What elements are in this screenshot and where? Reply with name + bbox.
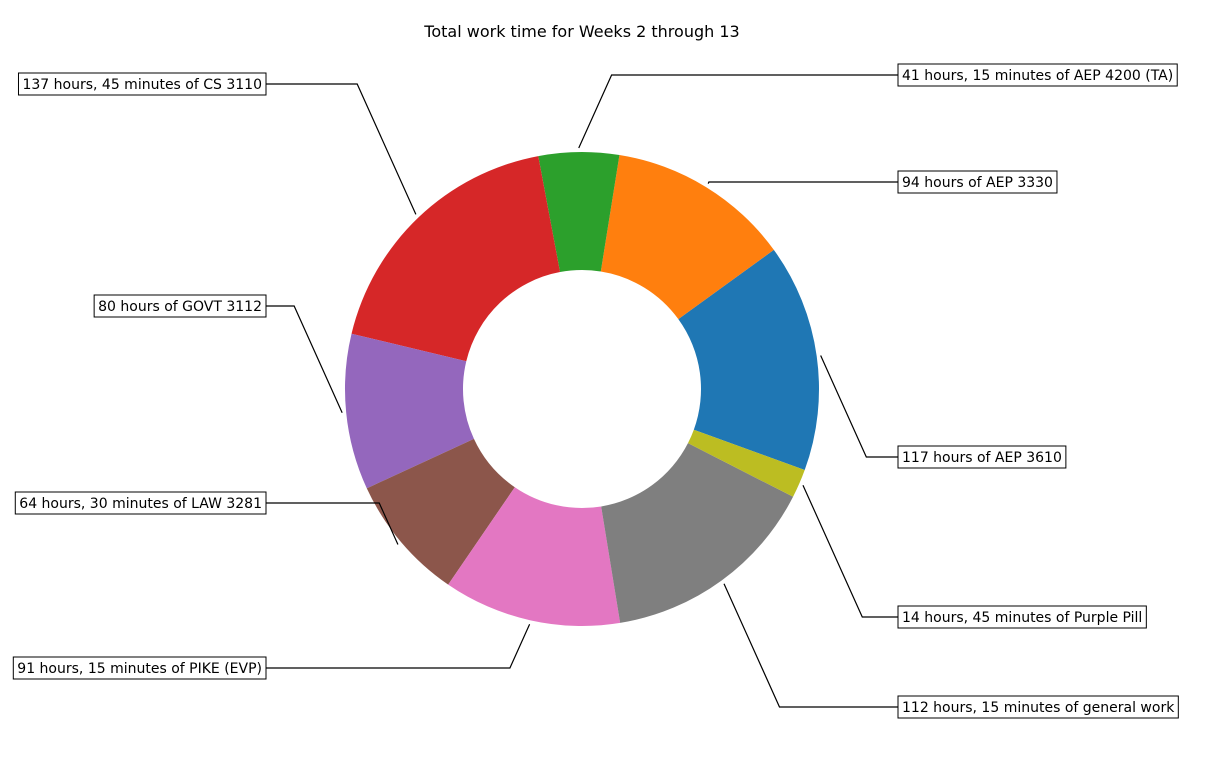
slice-label-text: 41 hours, 15 minutes of AEP 4200 (TA) (902, 68, 1173, 84)
chart-title: Total work time for Weeks 2 through 13 (423, 22, 739, 41)
leader-line (820, 355, 898, 458)
slice-91-hours-15-minutes-of-pike-evp (448, 487, 621, 626)
slice-64-hours-30-minutes-of-law-3281 (366, 438, 515, 585)
slice-label-91-hours-15-minutes-of-pike-evp: 91 hours, 15 minutes of PIKE (EVP) (12, 656, 267, 680)
slice-label-box (93, 294, 267, 318)
leader-line (707, 181, 898, 184)
slice-137-hours-45-minutes-of-cs-3110 (351, 156, 561, 362)
slice-label-text: 137 hours, 45 minutes of CS 3110 (22, 77, 262, 93)
slice-label-94-hours-of-aep-3330: 94 hours of AEP 3330 (897, 170, 1058, 194)
slice-label-box (897, 445, 1067, 469)
leader-line (266, 502, 399, 545)
slice-label-box (897, 170, 1058, 194)
leader-line (266, 623, 531, 669)
slice-label-137-hours-45-minutes-of-cs-3110: 137 hours, 45 minutes of CS 3110 (17, 72, 267, 96)
slice-label-text: 14 hours, 45 minutes of Purple Pill (902, 610, 1142, 626)
slice-label-box (897, 63, 1178, 87)
slice-112-hours-15-minutes-of-general-work (601, 443, 794, 623)
leader-line (578, 74, 898, 149)
slice-label-box (14, 491, 267, 515)
leader-line (802, 484, 898, 618)
slice-label-text: 94 hours of AEP 3330 (902, 175, 1053, 191)
slice-label-box (12, 656, 267, 680)
leader-line (266, 305, 343, 413)
slice-labels: 117 hours of AEP 3610 94 hours of AEP 333… (12, 63, 1179, 719)
donut-slices (345, 152, 819, 626)
slice-label-box (17, 72, 267, 96)
slice-label-box (897, 695, 1179, 719)
slice-label-14-hours-45-minutes-of-purple-pill: 14 hours, 45 minutes of Purple Pill (897, 605, 1147, 629)
slice-94-hours-of-aep-3330 (600, 154, 774, 320)
slice-label-text: 112 hours, 15 minutes of general work (902, 700, 1175, 716)
leader-line (723, 583, 898, 708)
slice-label-64-hours-30-minutes-of-law-3281: 64 hours, 30 minutes of LAW 3281 (14, 491, 267, 515)
slice-label-text: 91 hours, 15 minutes of PIKE (EVP) (17, 661, 262, 677)
slice-label-112-hours-15-minutes-of-general-work: 112 hours, 15 minutes of general work (897, 695, 1179, 719)
slice-41-hours-15-minutes-of-aep-4200-ta (538, 152, 620, 273)
slice-80-hours-of-govt-3112 (345, 333, 474, 489)
slice-label-box (897, 605, 1147, 629)
slice-label-41-hours-15-minutes-of-aep-4200-ta: 41 hours, 15 minutes of AEP 4200 (TA) (897, 63, 1178, 87)
slice-117-hours-of-aep-3610 (678, 249, 819, 471)
slice-label-text: 117 hours of AEP 3610 (902, 450, 1062, 466)
slice-14-hours-45-minutes-of-purple-pill (687, 429, 805, 497)
slice-label-text: 64 hours, 30 minutes of LAW 3281 (19, 496, 262, 512)
slice-label-117-hours-of-aep-3610: 117 hours of AEP 3610 (897, 445, 1067, 469)
leader-line (266, 83, 417, 215)
slice-label-text: 80 hours of GOVT 3112 (98, 299, 262, 315)
slice-label-80-hours-of-govt-3112: 80 hours of GOVT 3112 (93, 294, 267, 318)
